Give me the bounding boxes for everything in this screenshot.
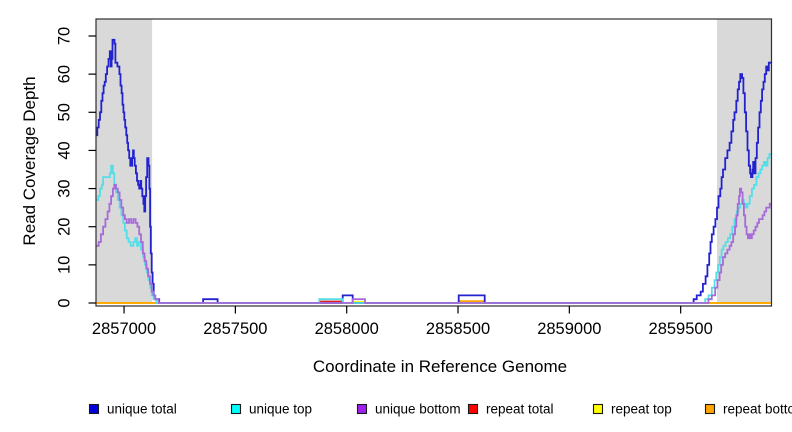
x-tick-label: 2857000 <box>92 320 156 338</box>
x-tick-label: 2859500 <box>649 320 713 338</box>
series-unique-top <box>96 153 772 304</box>
legend-swatch-repeat-total <box>467 403 479 415</box>
plot-box <box>95 18 773 307</box>
series-unique-bottom <box>96 183 772 304</box>
legend-swatch-repeat-top <box>592 403 604 415</box>
y-tick-label: 0 <box>55 298 73 307</box>
legend-label-unique-bottom: unique bottom <box>375 402 461 417</box>
legend-label-unique-top: unique top <box>249 402 312 417</box>
legend-swatch-repeat-bottom <box>704 403 716 415</box>
series-unique-total <box>96 38 772 304</box>
legend-swatch-unique-top <box>230 403 242 415</box>
y-axis-title: Read Coverage Depth <box>20 76 39 246</box>
legend-label-repeat-bottom: repeat bottom <box>723 402 792 417</box>
y-tick-label: 60 <box>55 65 73 83</box>
y-tick-label: 20 <box>55 218 73 236</box>
legend-swatch-unique-total <box>88 403 100 415</box>
x-tick-label: 2858500 <box>426 320 490 338</box>
x-tick-label: 2859000 <box>537 320 601 338</box>
x-tick-label: 2858000 <box>315 320 379 338</box>
legend-label-unique-total: unique total <box>107 402 177 417</box>
y-tick-label: 40 <box>55 141 73 159</box>
x-tick-label: 2857500 <box>203 320 267 338</box>
y-tick-label: 50 <box>55 103 73 121</box>
y-tick-label: 10 <box>55 256 73 274</box>
x-axis-title: Coordinate in Reference Genome <box>312 357 568 376</box>
legend-swatch-unique-bottom <box>356 403 368 415</box>
y-tick-label: 70 <box>55 27 73 45</box>
legend-label-repeat-top: repeat top <box>611 402 672 417</box>
legend-label-repeat-total: repeat total <box>486 402 554 417</box>
y-tick-label: 30 <box>55 179 73 197</box>
